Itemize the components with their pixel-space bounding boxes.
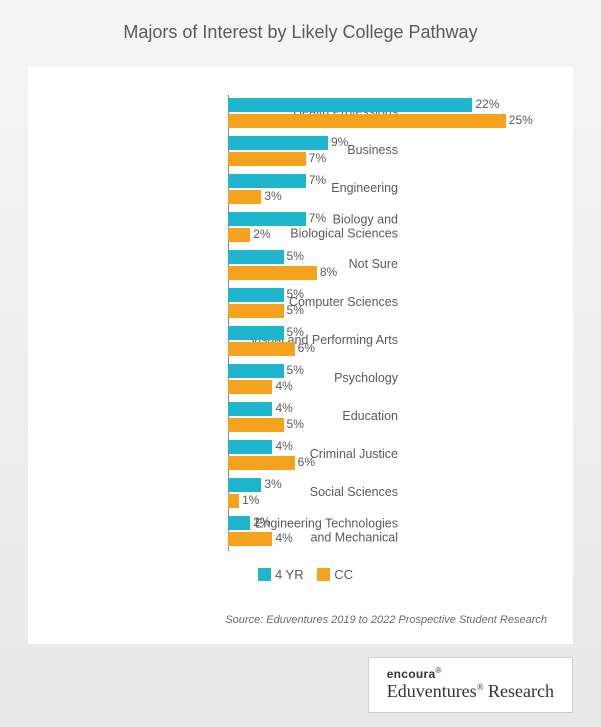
bar-group: Education4%5% [228,399,523,435]
bar-cc [228,418,284,432]
value-label-4yr: 9% [328,135,348,149]
bar-group: Engineering Technologiesand Mechanical2%… [228,513,523,549]
bar-cc [228,152,306,166]
bar-4yr [228,478,261,492]
bar-group: Health Professions22%25% [228,95,523,131]
chart-title: Majors of Interest by Likely College Pat… [28,22,573,43]
source-caption: Source: Eduventures 2019 to 2022 Prospec… [48,614,553,626]
bar-4yr [228,250,284,264]
bar-group: Computer Sciences5%5% [228,285,523,321]
bar-4yr [228,326,284,340]
value-label-cc: 6% [295,455,315,469]
value-label-4yr: 5% [284,325,304,339]
bar-group: Criminal Justice4%6% [228,437,523,473]
value-label-cc: 3% [261,189,281,203]
bar-group: Engineering7%3% [228,171,523,207]
value-label-cc: 4% [272,531,292,545]
value-label-4yr: 3% [261,477,281,491]
bar-4yr [228,516,250,530]
value-label-cc: 5% [284,417,304,431]
value-label-cc: 4% [272,379,292,393]
value-label-4yr: 5% [284,363,304,377]
bar-cc [228,190,261,204]
value-label-4yr: 22% [472,97,499,111]
value-label-cc: 7% [306,151,326,165]
footer-brand-badge: encoura® Eduventures® Research [368,657,573,713]
bar-group: Social Sciences3%1% [228,475,523,511]
legend-label-cc: CC [334,567,353,582]
value-label-4yr: 4% [272,401,292,415]
value-label-4yr: 2% [250,515,270,529]
bar-4yr [228,98,472,112]
footer-encoura: encoura® [387,666,554,681]
legend-swatch-cc [317,568,330,581]
legend-label-4yr: 4 YR [275,567,304,582]
value-label-cc: 8% [317,265,337,279]
value-label-cc: 1% [239,493,259,507]
footer-eduventures: Eduventures® Research [387,681,554,702]
value-label-cc: 6% [295,341,315,355]
bar-4yr [228,136,328,150]
bar-cc [228,266,317,280]
bar-4yr [228,402,272,416]
bar-cc [228,456,295,470]
value-label-4yr: 5% [284,249,304,263]
value-label-cc: 5% [284,303,304,317]
value-label-cc: 2% [250,227,270,241]
bar-group: Not Sure5%8% [228,247,523,283]
bar-cc [228,494,239,508]
value-label-4yr: 7% [306,173,326,187]
bar-4yr [228,288,284,302]
bar-4yr [228,440,272,454]
bar-cc [228,228,250,242]
bar-group: Visual and Performing Arts5%6% [228,323,523,359]
legend-swatch-4yr [258,568,271,581]
bar-4yr [228,174,306,188]
bar-cc [228,342,295,356]
value-label-cc: 25% [506,113,533,127]
bar-group: Psychology5%4% [228,361,523,397]
legend: 4 YR CC [48,567,553,582]
bar-cc [228,114,506,128]
bar-cc [228,304,284,318]
bar-4yr [228,212,306,226]
chart-card: Health Professions22%25%Business9%7% Engi… [28,67,573,644]
bar-group: Biology andBiological Sciences7%2% [228,209,523,245]
bar-chart: Health Professions22%25%Business9%7% Engi… [48,95,553,549]
bar-cc [228,532,272,546]
value-label-4yr: 4% [272,439,292,453]
bar-group: Business9%7% [228,133,523,169]
bar-cc [228,380,272,394]
value-label-4yr: 5% [284,287,304,301]
value-label-4yr: 7% [306,211,326,225]
bar-4yr [228,364,284,378]
